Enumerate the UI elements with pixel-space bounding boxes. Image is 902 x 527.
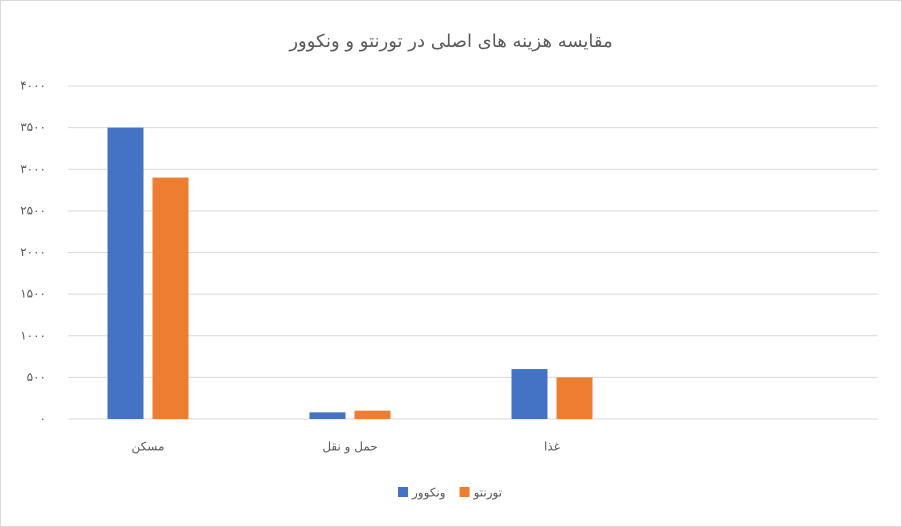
bar [152,177,189,419]
bar [309,412,346,419]
x-tick-label: غذا [544,440,560,454]
bar [556,377,593,419]
y-tick-label: ۱۰۰۰ [20,328,46,342]
y-tick-label: ۱۵۰۰ [20,287,46,301]
bar [354,410,391,419]
legend-label: تورنتو [473,486,503,501]
bar [511,369,548,419]
y-tick-label: ۵۰۰ [27,370,46,384]
legend-label: ونکوور [411,486,446,501]
chart-title: مقایسه هزینه های اصلی در تورنتو و ونکوور [288,31,612,52]
y-tick-label: ۳۰۰۰ [20,162,46,176]
y-tick-label: ۲۰۰۰ [20,245,46,259]
legend-swatch [398,487,408,497]
x-tick-label: حمل و نقل [322,440,377,455]
x-tick-label: مسکن [132,440,165,455]
y-tick-label: ۰ [40,412,46,426]
y-tick-label: ۲۵۰۰ [20,203,46,217]
legend-swatch [459,487,470,497]
y-tick-label: ۳۵۰۰ [20,120,46,134]
bar [107,127,144,419]
y-tick-label: ۴۰۰۰ [20,79,46,93]
